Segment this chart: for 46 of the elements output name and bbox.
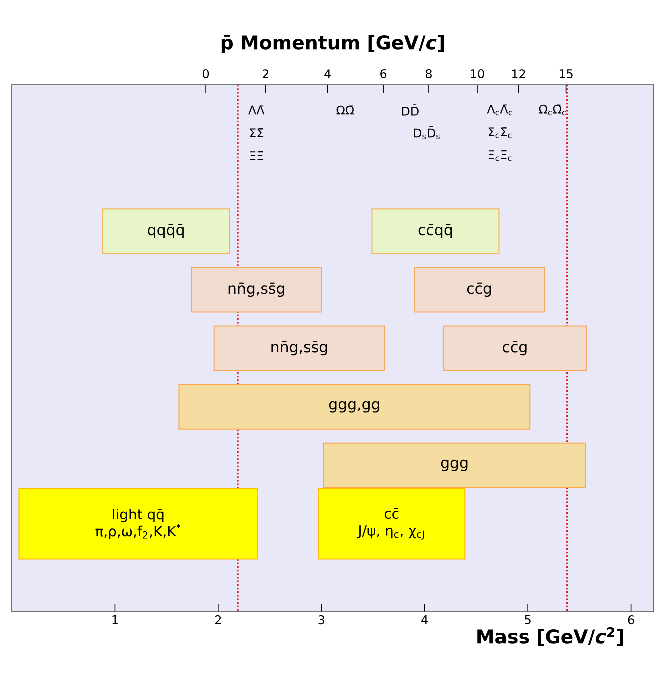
annotation: Ξ$_{c}$Ξ̄$_{c}$ [488, 150, 512, 162]
bar [323, 442, 586, 488]
text: 4 [324, 70, 331, 78]
data-label: nn̄g,ss̄g [228, 282, 284, 298]
annotation: ΩΩ̄ [336, 106, 354, 115]
bar [178, 384, 530, 430]
annotation: DD̄ [402, 104, 419, 116]
text: 2 [262, 70, 268, 78]
data-label: light qq̄ [113, 508, 164, 522]
annotation: Λ$_{c}$Λ̄$_{c}$ [487, 104, 512, 116]
data-label: qqq̄q̄ [148, 224, 184, 239]
data-label: cc̄qq̄ [418, 224, 452, 239]
text: 6 [380, 69, 386, 78]
x-tick-label: 5 [525, 616, 531, 624]
data-label: ggg [441, 460, 468, 472]
text: 8 [426, 69, 432, 78]
bar [372, 208, 500, 254]
bar [214, 326, 385, 372]
text: 0 [202, 69, 209, 78]
annotation: ΣΣ̄ [250, 128, 264, 138]
data-label: cc̄g [502, 341, 527, 356]
x-tick-label: 6 [628, 616, 634, 625]
bar [414, 267, 545, 313]
annotation: J/ψ, η$_{c}$, χ$_{cJ}$ [357, 526, 424, 540]
x-tick-label: 1 [112, 616, 118, 624]
data-label: ggg,gg [329, 401, 380, 413]
text: 10 [471, 69, 484, 78]
annotation: Ω$_{c}$Ω̄$_{c}$ [539, 104, 566, 116]
text: 12 [512, 70, 526, 78]
data-label: nn̄g,ss̄g [272, 341, 328, 356]
annotation: ΞΞ̄ [250, 151, 263, 160]
bar [442, 326, 588, 372]
bar [102, 208, 230, 254]
x-tick-label: 2 [215, 616, 221, 624]
annotation: π,ρ,ω,f$_{2}$,K,K$^{*}$ [96, 524, 181, 540]
annotation: Σ$_{c}$Σ̄$_{c}$ [488, 128, 512, 138]
data-label: cc̄g [467, 282, 491, 298]
chart-title: p̄ Momentum [GeV/c] [222, 35, 444, 54]
x-tick-label: 4 [421, 616, 428, 624]
bar [190, 267, 322, 313]
text: 15 [560, 70, 573, 78]
annotation: ΛΛ̄ [248, 106, 265, 115]
annotation: D$_{s}$D̄$_{s}$ [414, 126, 440, 140]
x-tick-label: 3 [318, 616, 324, 625]
data-label: cc̄ [384, 508, 398, 520]
x-axis-title: Mass [GeV/c$^{2}$] [477, 628, 623, 646]
